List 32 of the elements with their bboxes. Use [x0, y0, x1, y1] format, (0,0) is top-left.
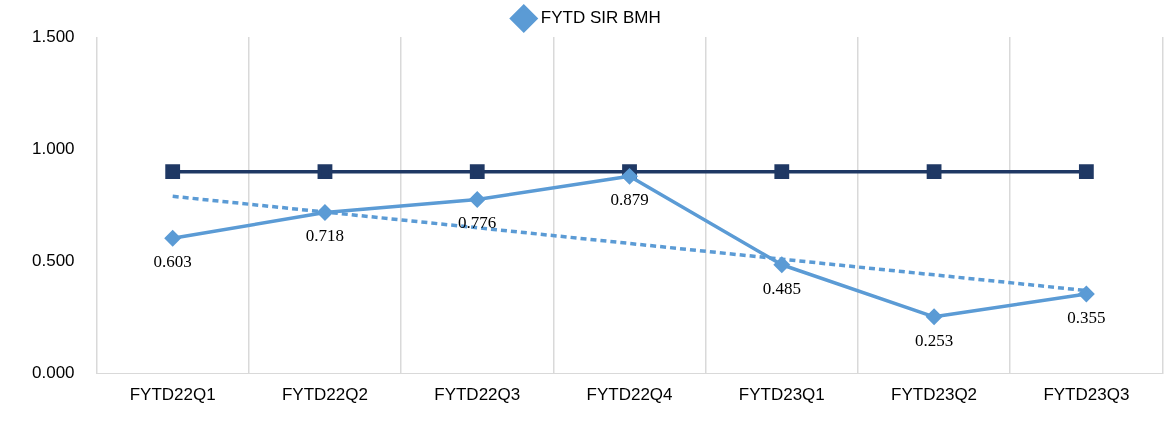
point: [774, 164, 790, 180]
point: [926, 309, 942, 325]
point: [165, 164, 181, 180]
data-label: 0.718: [305, 226, 345, 246]
data-label: 0.253: [914, 330, 954, 350]
point: [317, 164, 333, 180]
point: [317, 204, 333, 221]
point: [774, 257, 790, 273]
x-tick-label: FYTD23Q1: [738, 385, 825, 405]
data-label: 0.603: [153, 252, 192, 272]
x-tick-label: FYTD22Q3: [434, 385, 521, 405]
x-tick-label: FYTD23Q3: [1043, 385, 1130, 405]
point: [469, 164, 485, 180]
legend-label: FYTD SIR BMH: [540, 8, 661, 28]
point: [469, 191, 485, 208]
y-tick-label: 1.000: [31, 138, 75, 158]
data-label: 0.776: [458, 213, 497, 233]
data-label: 0.485: [762, 278, 801, 298]
x-tick-label: FYTD22Q1: [129, 385, 216, 405]
point: [164, 230, 181, 247]
data-label: 0.355: [1067, 307, 1106, 327]
y-tick-label: 0.500: [31, 251, 75, 271]
x-tick-label: FYTD23Q2: [891, 385, 978, 405]
point: [926, 164, 942, 180]
y-tick-label: 1.500: [31, 26, 75, 46]
x-tick-label: FYTD22Q2: [281, 385, 368, 405]
x-tick-label: FYTD22Q4: [586, 385, 673, 405]
point: [1078, 286, 1095, 302]
data-label: 0.879: [610, 190, 649, 210]
point: [1078, 164, 1094, 180]
point: [621, 168, 638, 185]
y-tick-label: 0.000: [31, 363, 75, 383]
